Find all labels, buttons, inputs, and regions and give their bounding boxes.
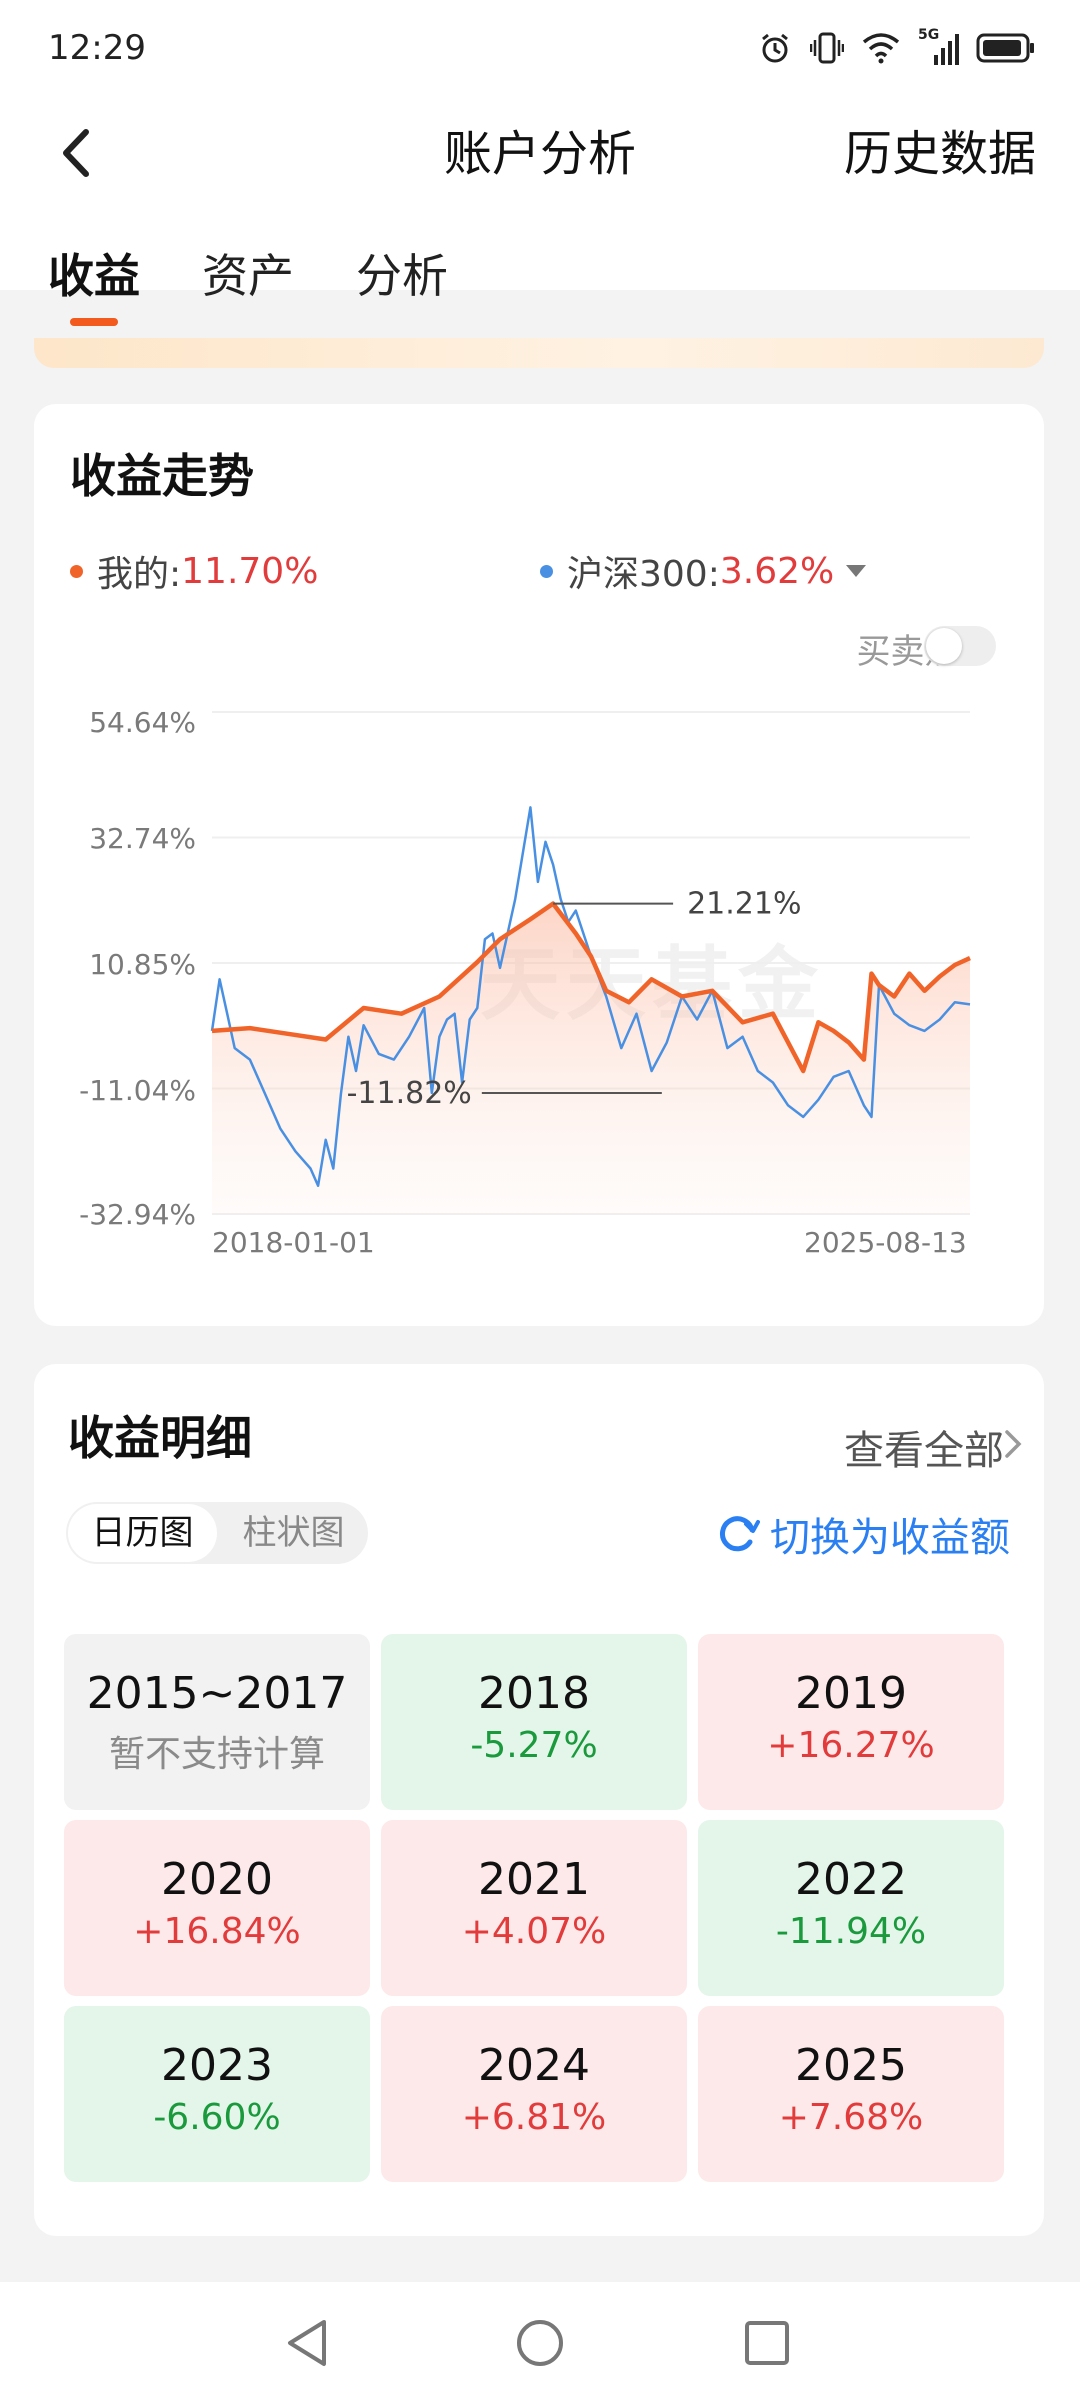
year-return: -5.27%	[470, 1725, 598, 1766]
tab-assets[interactable]: 资产	[202, 249, 294, 303]
trend-card-title: 收益走势	[70, 449, 254, 503]
tab-income[interactable]: 收益	[48, 240, 140, 330]
year-cell[interactable]: 2020 +16.84%	[64, 1820, 370, 1996]
year-label: 2015~2017	[86, 1668, 348, 1719]
tab-bar: 收益 资产 分析	[48, 240, 448, 330]
dropdown-caret-icon[interactable]	[846, 565, 867, 577]
segment-bar[interactable]: 柱状图	[242, 1513, 345, 1553]
status-icons: 5G	[758, 27, 1036, 66]
year-return: +16.84%	[133, 1911, 301, 1952]
x-start-label: 2018-01-01	[212, 1226, 375, 1259]
switch-to-amount-button[interactable]: 切换为收益额	[716, 1505, 1010, 1563]
legend-index[interactable]: 沪深300: 3.62%	[540, 545, 867, 597]
trade-points-toggle[interactable]	[924, 626, 996, 666]
battery-icon	[976, 33, 1034, 63]
toggle-knob	[926, 628, 962, 664]
y-tick-label: 54.64%	[89, 706, 196, 739]
y-tick-label: -32.94%	[79, 1198, 196, 1231]
year-cell[interactable]: 2025 +7.68%	[698, 2006, 1004, 2182]
wifi-icon	[862, 33, 900, 64]
back-icon[interactable]	[52, 118, 102, 188]
year-return: +4.07%	[461, 1911, 607, 1952]
history-data-button[interactable]: 历史数据	[843, 126, 1036, 182]
legend-index-value: 3.62%	[719, 550, 835, 592]
vibrate-icon	[810, 32, 844, 64]
year-return: -6.60%	[153, 2097, 281, 2138]
min-annotation: -11.82%	[347, 1076, 472, 1111]
index-series-line	[210, 806, 971, 1187]
year-label: 2018	[478, 1668, 590, 1719]
tab-analysis[interactable]: 分析	[356, 249, 448, 303]
year-return: +16.27%	[767, 1725, 935, 1766]
yearly-returns-grid: 2015~2017 暂不支持计算 2018 -5.27% 2019 +16.27% 2…	[64, 1634, 1008, 2182]
legend-mine-dot	[70, 564, 83, 578]
nav-back-icon[interactable]	[282, 2316, 332, 2370]
year-return: 暂不支持计算	[108, 1734, 325, 1775]
year-return: -11.94%	[775, 1911, 927, 1952]
y-tick-label: 32.74%	[89, 822, 196, 855]
legend-mine-value: 11.70%	[181, 550, 319, 592]
year-label: 2020	[161, 1854, 273, 1905]
year-label: 2019	[795, 1668, 907, 1719]
income-trend-chart[interactable]: 21.21% -11.82%	[0, 0, 1080, 1300]
promo-banner-edge[interactable]	[34, 338, 1044, 368]
year-label: 2023	[161, 2040, 273, 2091]
year-label: 2022	[795, 1854, 907, 1905]
year-return: +7.68%	[778, 2097, 924, 2138]
refresh-icon	[719, 1516, 760, 1552]
y-tick-label: 10.85%	[89, 948, 196, 981]
mine-series-line	[211, 901, 971, 1074]
year-cell[interactable]: 2024 +6.81%	[381, 2006, 687, 2182]
year-cell[interactable]: 2019 +16.27%	[698, 1634, 1004, 1810]
detail-card-title: 收益明细	[68, 1411, 252, 1465]
mine-area	[212, 903, 970, 1214]
header: 账户分析 历史数据 收益 资产 分析	[0, 100, 1080, 326]
legend-mine-label: 我的:	[97, 554, 182, 595]
alarm-icon	[762, 33, 788, 63]
legend-mine: 我的: 11.70%	[70, 545, 318, 597]
nav-recents-icon[interactable]	[742, 2316, 792, 2370]
year-return: +6.81%	[461, 2097, 607, 2138]
y-tick-label: -11.04%	[79, 1074, 196, 1107]
nav-home-icon[interactable]	[514, 2316, 566, 2370]
view-mode-segment: 日历图 柱状图	[66, 1502, 368, 1564]
network-type: 5G	[918, 27, 940, 43]
page-title: 账户分析	[443, 126, 636, 182]
year-cell[interactable]: 2015~2017 暂不支持计算	[64, 1634, 370, 1810]
chevron-right-icon[interactable]	[998, 1424, 1028, 1464]
year-label: 2021	[478, 1854, 590, 1905]
view-all-link[interactable]: 查看全部	[844, 1428, 1004, 1474]
status-bar: 12:29 5G	[0, 0, 1080, 100]
segment-calendar[interactable]: 日历图	[68, 1504, 217, 1562]
switch-label: 切换为收益额	[770, 1515, 1010, 1561]
signal-icon: 5G	[918, 27, 959, 65]
system-nav-bar	[0, 2282, 1080, 2400]
max-annotation: 21.21%	[687, 887, 801, 922]
year-cell[interactable]: 2022 -11.94%	[698, 1820, 1004, 1996]
x-end-label: 2025-08-13	[804, 1226, 967, 1259]
year-cell[interactable]: 2021 +4.07%	[381, 1820, 687, 1996]
legend-index-dot	[540, 564, 553, 578]
year-label: 2024	[478, 2040, 590, 2091]
year-cell[interactable]: 2018 -5.27%	[381, 1634, 687, 1810]
year-label: 2025	[795, 2040, 907, 2091]
year-cell[interactable]: 2023 -6.60%	[64, 2006, 370, 2182]
status-time: 12:29	[48, 28, 146, 68]
legend-index-label: 沪深300:	[567, 554, 720, 595]
